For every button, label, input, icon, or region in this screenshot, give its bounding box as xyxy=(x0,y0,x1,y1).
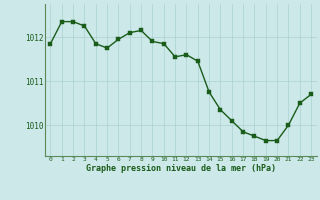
X-axis label: Graphe pression niveau de la mer (hPa): Graphe pression niveau de la mer (hPa) xyxy=(86,164,276,173)
